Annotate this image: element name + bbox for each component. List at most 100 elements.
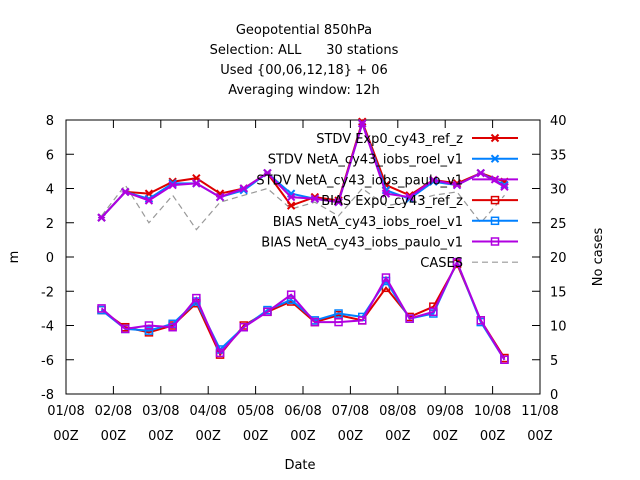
x-tick-label: 03/08 [142, 404, 179, 419]
series-layer [97, 117, 509, 364]
y2-tick-label: 25 [550, 217, 567, 232]
y-tick-label: 6 [46, 148, 54, 163]
x-tick-label: 00Z [527, 429, 553, 444]
data-point [405, 192, 414, 202]
data-point [500, 182, 509, 191]
data-point [334, 317, 343, 327]
data-point [490, 195, 500, 205]
x-tick-label: 00Z [480, 429, 506, 444]
data-point [490, 175, 500, 184]
x-axis-label: Date [284, 458, 315, 473]
y-tick-label: -2 [41, 285, 54, 300]
x-tick-label: 00Z [338, 429, 364, 444]
data-point [121, 324, 130, 334]
legend-label: BIAS NetA_cy43_iobs_roel_v1 [273, 215, 463, 230]
data-point [500, 355, 509, 364]
y-tick-label: 0 [46, 251, 54, 266]
x-tick-label: 02/08 [95, 404, 132, 419]
y-tick-label: 2 [46, 217, 54, 232]
data-point [97, 213, 106, 222]
data-point [334, 197, 343, 207]
data-point [97, 304, 106, 313]
x-tick-label: 00Z [101, 429, 127, 444]
data-point [381, 273, 391, 282]
y2-tick-label: 15 [550, 285, 567, 300]
y2-tick-label: 0 [550, 388, 558, 403]
y-tick-label: -4 [41, 320, 54, 335]
data-point [144, 326, 154, 335]
chart-title: Geopotential 850hPa Selection: ALL 30 st… [210, 23, 399, 98]
data-point [286, 201, 296, 210]
data-point [490, 133, 500, 143]
x-tick-label: 00Z [385, 429, 411, 444]
series-line [101, 184, 505, 231]
x-tick-label: 11/08 [521, 404, 558, 419]
title-line-3: Used {00,06,12,18} + 06 [220, 63, 387, 78]
data-point [192, 293, 201, 303]
y-tick-label: -6 [41, 354, 54, 369]
data-point [476, 316, 485, 325]
y2-axis-label: No cases [591, 228, 606, 287]
data-point [286, 192, 296, 202]
series-4 [97, 257, 509, 364]
title-line-4: Averaging window: 12h [228, 83, 380, 98]
data-point [168, 322, 177, 332]
data-point [405, 314, 414, 323]
data-point [168, 180, 177, 190]
legend-label: STDV Exp0_cy43_ref_z [316, 132, 463, 147]
x-tick-label: 00Z [243, 429, 269, 444]
series-2 [97, 119, 509, 222]
x-tick-label: 00Z [148, 429, 174, 444]
data-point [263, 307, 272, 317]
data-point [381, 189, 391, 198]
y-tick-label: 4 [46, 183, 54, 198]
legend-label: STDV NetA_cy43_iobs_paulo_v1 [256, 173, 463, 188]
y2-tick-label: 35 [550, 148, 567, 163]
data-point [144, 321, 154, 330]
x-tick-label: 09/08 [426, 404, 463, 419]
x-tick-label: 00Z [195, 429, 221, 444]
data-point [286, 290, 296, 299]
data-point [490, 237, 500, 246]
title-line-2: Selection: ALL 30 stations [210, 43, 399, 58]
data-point [452, 257, 462, 267]
y-axis-label: m [7, 251, 22, 264]
data-point [121, 187, 130, 197]
x-tick-label: 06/08 [284, 404, 321, 419]
data-point [239, 184, 248, 193]
axes: -8 -6 -4 -2 0 2 4 6 8 0 5 10 15 20 25 30 35 40 01/08 00Z 02/… [41, 114, 567, 444]
x-tick-label: 07/08 [332, 404, 369, 419]
y2-tick-label: 40 [550, 114, 567, 129]
data-point [334, 309, 343, 318]
legend-label: CASES [420, 256, 463, 271]
data-point [490, 216, 500, 226]
data-point [215, 192, 225, 202]
x-tick-label: 00Z [290, 429, 316, 444]
data-point [429, 175, 438, 185]
data-point [476, 168, 485, 178]
series-6 [101, 184, 505, 231]
legend: STDV Exp0_cy43_ref_z STDV NetA_cy43_iobs_… [256, 132, 518, 271]
x-tick-label: 04/08 [189, 404, 226, 419]
x-tick-label: 00Z [53, 429, 79, 444]
legend-label: BIAS Exp0_cy43_ref_z [321, 194, 463, 209]
data-point [310, 194, 320, 203]
legend-label: BIAS NetA_cy43_iobs_paulo_v1 [261, 236, 463, 251]
data-point [490, 154, 500, 163]
x-tick-label: 08/08 [379, 404, 416, 419]
data-point [239, 322, 248, 332]
data-point [452, 180, 462, 190]
x-tick-label: 01/08 [47, 404, 84, 419]
data-point [144, 196, 154, 205]
x-tick-label: 10/08 [474, 404, 511, 419]
x-tick-label: 00Z [432, 429, 458, 444]
y-tick-label: -8 [41, 388, 54, 403]
y2-tick-label: 20 [550, 251, 567, 266]
data-point [310, 317, 320, 327]
data-point [358, 119, 367, 128]
series-5 [97, 257, 509, 364]
series-line [100, 259, 506, 361]
data-point [358, 316, 367, 325]
y2-tick-label: 10 [550, 320, 567, 335]
